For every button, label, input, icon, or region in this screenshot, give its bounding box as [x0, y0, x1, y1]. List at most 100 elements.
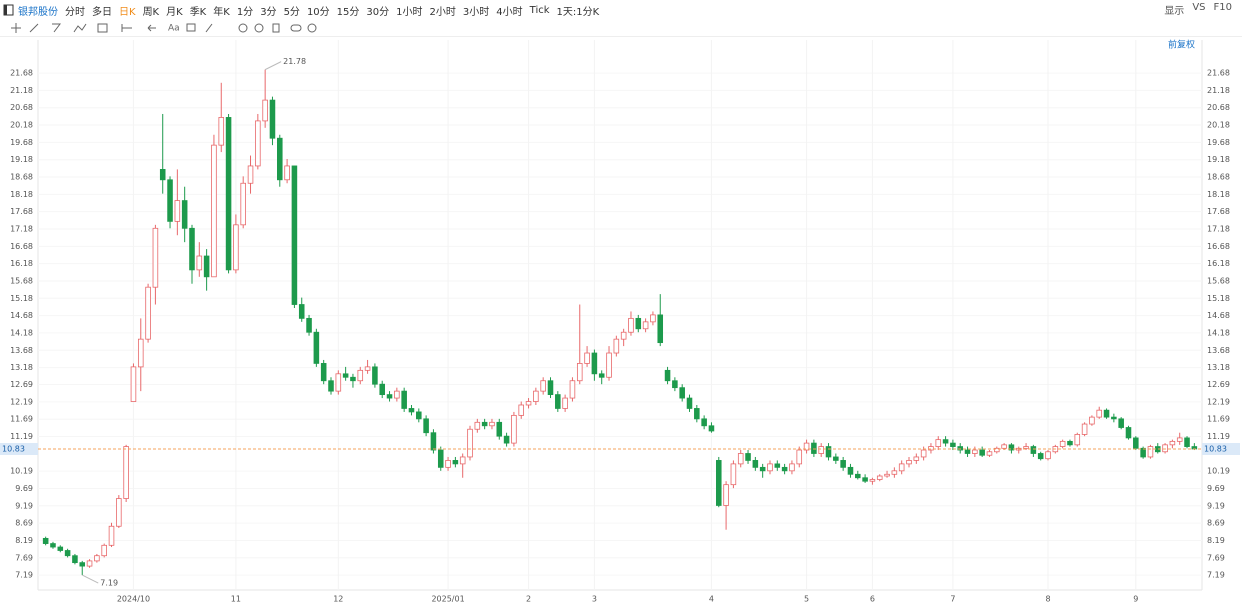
- candle-body: [913, 456, 920, 461]
- y-tick-label: 16.68: [1207, 242, 1230, 251]
- candle-body: [928, 446, 934, 451]
- y-tick-label: 12.69: [10, 380, 33, 389]
- y-tick-label: 8.69: [15, 519, 33, 528]
- period-button[interactable]: 3小时: [462, 6, 490, 18]
- period-button[interactable]: 15分: [336, 6, 360, 18]
- wave-tool[interactable]: [73, 23, 87, 33]
- y-tick-label: 11.19: [1207, 432, 1230, 441]
- candle-body: [876, 475, 883, 480]
- delete-tool[interactable]: [272, 23, 280, 33]
- candle-body: [350, 376, 356, 382]
- candle-body: [591, 352, 598, 375]
- period-button[interactable]: 30分: [366, 6, 390, 18]
- candle-body: [803, 442, 810, 451]
- x-tick-label: 2024/10: [117, 595, 150, 604]
- candle-body: [1023, 446, 1029, 449]
- x-tick-label: 9: [1133, 595, 1138, 604]
- candle-body: [1037, 453, 1044, 460]
- candle-body: [320, 363, 327, 382]
- period-button[interactable]: 年K: [213, 6, 230, 18]
- settings-tool[interactable]: [307, 23, 317, 33]
- sidebar-icon[interactable]: [2, 3, 16, 17]
- candle-body: [686, 397, 693, 409]
- measure-tool[interactable]: [121, 24, 132, 32]
- y-tick-label: 18.68: [10, 173, 33, 182]
- candle-body: [525, 401, 532, 406]
- candle-body: [613, 338, 620, 354]
- note-tool[interactable]: [186, 23, 196, 32]
- candle-body: [416, 411, 422, 420]
- toolbar-button[interactable]: VS: [1192, 2, 1206, 13]
- candle-body: [664, 369, 671, 382]
- candle-body: [452, 460, 459, 465]
- period-button[interactable]: 周K: [142, 6, 160, 18]
- period-button[interactable]: 1分: [236, 6, 254, 18]
- y-tick-label: 18.18: [10, 190, 33, 199]
- y-tick-label: 9.19: [1207, 501, 1225, 510]
- candle-body: [540, 380, 546, 392]
- period-button[interactable]: 4小时: [496, 6, 523, 18]
- candle-body: [1059, 440, 1066, 447]
- y-tick-label: 18.18: [1207, 190, 1230, 199]
- period-button[interactable]: 日K: [119, 6, 136, 18]
- period-button[interactable]: 10分: [306, 6, 330, 18]
- candle-body: [906, 460, 912, 465]
- text-tool[interactable]: Aa: [168, 24, 180, 34]
- period-button[interactable]: 3分: [260, 6, 277, 18]
- grid-tool[interactable]: [97, 23, 108, 33]
- y-tick-label: 7.19: [15, 571, 33, 580]
- candle-body: [474, 421, 481, 430]
- candle-body: [1008, 444, 1015, 451]
- link-tool[interactable]: [290, 24, 302, 32]
- candle-body: [174, 200, 181, 222]
- y-tick-label: 13.18: [10, 363, 33, 372]
- channel-tool[interactable]: [52, 23, 61, 33]
- period-button[interactable]: 分时: [65, 6, 85, 18]
- candle-body: [94, 555, 100, 562]
- toolbar-button[interactable]: 显示: [1164, 6, 1185, 17]
- candle-body: [781, 466, 788, 472]
- pen-tool[interactable]: [205, 23, 213, 33]
- candle-body: [730, 463, 737, 486]
- candle-body: [481, 421, 488, 427]
- candle-body: [1118, 418, 1124, 428]
- y-tick-label: 17.68: [1207, 207, 1230, 216]
- candle-body: [752, 460, 759, 468]
- hide-tool[interactable]: [254, 23, 264, 33]
- period-button[interactable]: 季K: [189, 6, 207, 18]
- period-button[interactable]: 2小时: [429, 6, 456, 18]
- y-tick-label: 10.19: [1207, 467, 1230, 476]
- y-tick-label: 20.18: [1207, 121, 1230, 130]
- period-button[interactable]: 1天:1分K: [556, 6, 600, 18]
- y-tick-label: 19.68: [10, 138, 33, 147]
- candle-body: [628, 317, 634, 333]
- candle-body: [818, 446, 824, 454]
- candle-body: [957, 446, 963, 451]
- period-button[interactable]: 5分: [283, 6, 300, 18]
- candle-body: [79, 562, 86, 567]
- candle-body: [64, 550, 71, 557]
- candle-body: [445, 460, 451, 468]
- candle-body: [1111, 416, 1117, 420]
- candle-body: [408, 408, 415, 413]
- right-toolbar: 显示 VS F10: [1164, 2, 1232, 17]
- move-tool[interactable]: [11, 23, 21, 33]
- candle-body: [986, 451, 993, 456]
- period-button[interactable]: 1小时: [396, 6, 423, 18]
- candle-body: [167, 179, 173, 222]
- candle-body: [1096, 409, 1103, 418]
- line-tool[interactable]: [29, 23, 39, 33]
- arrow-tool[interactable]: [147, 24, 156, 32]
- stock-name[interactable]: 银邦股份: [18, 6, 58, 18]
- toolbar-button[interactable]: F10: [1213, 2, 1232, 13]
- y-tick-label: 9.19: [15, 501, 33, 510]
- shape-tool[interactable]: [238, 23, 248, 33]
- candle-body: [189, 227, 195, 271]
- period-button[interactable]: 多日: [92, 6, 112, 18]
- candle-body: [745, 453, 751, 461]
- period-button[interactable]: 月K: [166, 6, 183, 18]
- y-tick-label: 14.68: [1207, 311, 1230, 320]
- y-tick-label: 20.68: [1207, 103, 1230, 112]
- period-button[interactable]: Tick: [529, 4, 550, 16]
